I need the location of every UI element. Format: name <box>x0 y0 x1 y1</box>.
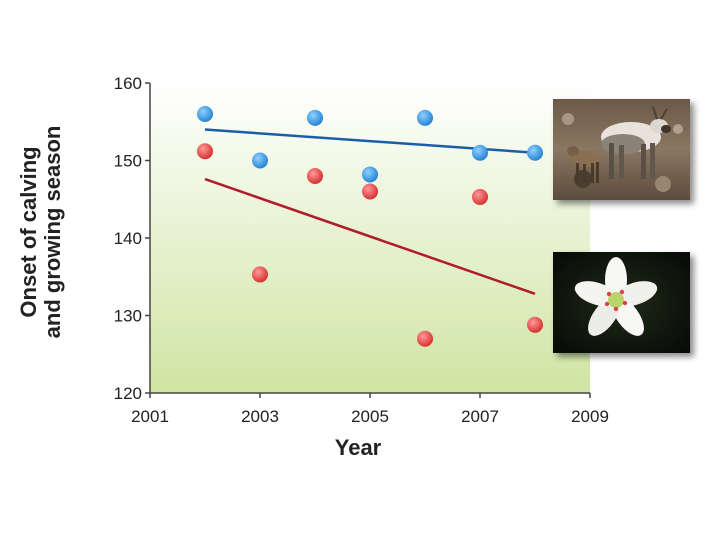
data-point-red <box>307 168 323 184</box>
data-point-red <box>417 330 433 347</box>
data-point-blue <box>307 109 323 126</box>
data-point-blue <box>472 144 488 161</box>
data-point-blue <box>197 106 213 122</box>
data-point-blue <box>417 109 433 126</box>
x-axis-label: Year <box>335 435 382 460</box>
y-tick-label: 140 <box>114 229 142 248</box>
y-tick-label: 130 <box>114 307 142 326</box>
plot-background <box>150 83 590 393</box>
data-points <box>197 106 543 347</box>
y-tick-label: 150 <box>114 152 142 171</box>
x-ticks: 2001 2003 2005 2007 2009 <box>131 393 609 426</box>
x-tick-label: 2009 <box>571 407 609 426</box>
y-axis-label-line2: and growing season <box>40 126 65 339</box>
trend-line-red <box>204 177 536 295</box>
x-tick-label: 2003 <box>241 407 279 426</box>
data-point-blue <box>362 166 378 183</box>
y-tick-label: 120 <box>114 384 142 403</box>
y-tick-label: 160 <box>114 74 142 93</box>
data-point-red <box>362 183 378 200</box>
x-tick-label: 2007 <box>461 407 499 426</box>
data-point-red <box>252 266 268 283</box>
y-axis-label-line1: Onset of calving <box>16 146 41 317</box>
x-tick-label: 2005 <box>351 407 389 426</box>
x-tick-label: 2001 <box>131 407 169 426</box>
data-point-red <box>527 316 543 333</box>
data-point-red <box>197 143 213 160</box>
data-point-blue <box>252 152 268 169</box>
flower-photo <box>553 252 690 353</box>
y-ticks: 120 130 140 150 160 <box>114 74 150 403</box>
data-point-blue <box>527 144 543 161</box>
caribou-photo <box>553 99 690 200</box>
data-point-red <box>472 188 488 205</box>
